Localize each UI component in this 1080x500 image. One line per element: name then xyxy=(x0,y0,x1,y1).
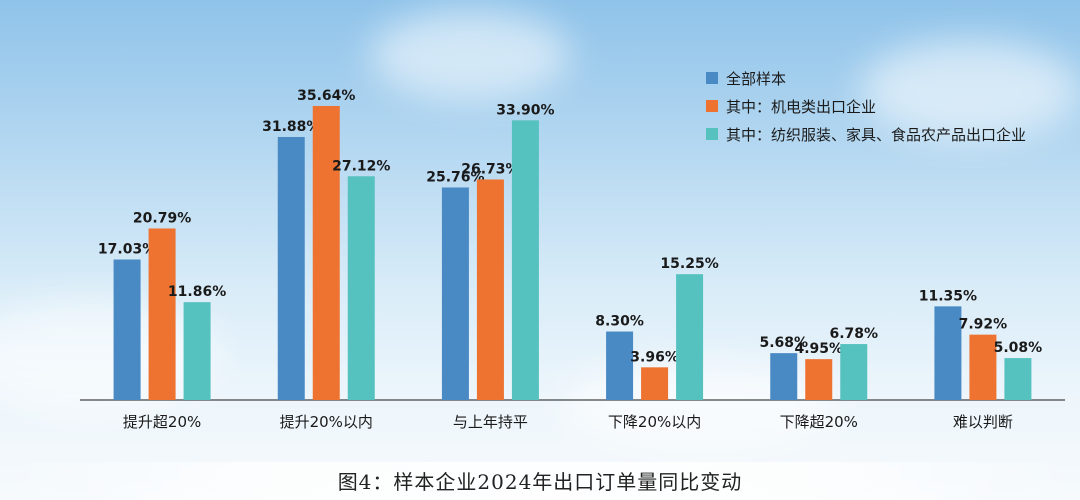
bar-all-4 xyxy=(770,353,798,400)
bar-textile-5 xyxy=(1004,358,1032,400)
legend-label-textile: 其中：纺织服装、家具、食品农产品出口企业 xyxy=(726,125,1027,144)
x-tick-label-1: 提升20%以内 xyxy=(280,413,373,431)
data-label-all-1: 31.88% xyxy=(262,119,320,135)
data-label-electro-0: 20.79% xyxy=(133,210,191,226)
data-label-all-4: 5.68% xyxy=(759,335,808,351)
data-label-all-0: 17.03% xyxy=(98,242,156,258)
bar-all-1 xyxy=(277,136,305,401)
bar-electro-1 xyxy=(312,105,340,400)
bar-electro-0 xyxy=(148,228,176,400)
data-label-textile-2: 33.90% xyxy=(496,102,554,118)
legend-label-all: 全部样本 xyxy=(726,69,787,88)
bar-textile-1 xyxy=(347,176,375,400)
x-tick-label-5: 难以判断 xyxy=(953,413,1013,431)
bar-all-3 xyxy=(606,331,634,400)
x-tick-label-4: 下降超20% xyxy=(780,413,858,431)
data-label-textile-1: 27.12% xyxy=(332,158,390,174)
data-label-all-3: 8.30% xyxy=(595,314,644,330)
bar-all-5 xyxy=(934,306,962,400)
x-tick-label-2: 与上年持平 xyxy=(453,413,528,431)
chart-legend: 全部样本 其中：机电类出口企业 其中：纺织服装、家具、食品农产品出口企业 xyxy=(706,66,1026,150)
bar-all-2 xyxy=(441,187,469,400)
x-tick-label-0: 提升超20% xyxy=(123,413,201,431)
data-label-electro-2: 26.73% xyxy=(461,161,519,177)
x-tick-label-3: 下降20%以内 xyxy=(608,413,701,431)
cloud-decoration xyxy=(860,40,1080,140)
bar-electro-3 xyxy=(641,367,669,400)
bar-all-0 xyxy=(113,259,141,400)
data-label-all-5: 11.35% xyxy=(919,288,977,304)
cloud-decoration xyxy=(0,300,220,410)
legend-item-textile: 其中：纺织服装、家具、食品农产品出口企业 xyxy=(706,122,1026,146)
data-label-textile-5: 5.08% xyxy=(994,340,1043,356)
data-label-electro-4: 4.95% xyxy=(794,341,843,357)
data-label-electro-1: 35.64% xyxy=(297,88,355,104)
data-label-electro-3: 3.96% xyxy=(630,349,679,365)
bar-electro-4 xyxy=(805,359,833,400)
legend-item-electro: 其中：机电类出口企业 xyxy=(706,94,1026,118)
bar-textile-0 xyxy=(183,302,211,400)
bar-electro-2 xyxy=(476,179,504,400)
legend-item-all: 全部样本 xyxy=(706,66,1026,90)
figure-caption: 图4：样本企业2024年出口订单量同比变动 xyxy=(337,470,743,494)
data-label-textile-3: 15.25% xyxy=(660,256,718,272)
data-label-textile-0: 11.86% xyxy=(168,284,226,300)
bar-textile-4 xyxy=(840,344,868,400)
data-label-textile-4: 6.78% xyxy=(829,326,878,342)
cloud-decoration xyxy=(370,10,570,100)
legend-swatch-textile xyxy=(706,128,718,140)
caption-band xyxy=(0,462,1080,500)
bar-chart: 17.03% 20.79% 11.86% 提升超20% 31.88% 35.64% 27.1… xyxy=(80,88,1065,431)
legend-label-electro: 其中：机电类出口企业 xyxy=(726,97,877,116)
bar-textile-3 xyxy=(676,274,704,400)
legend-swatch-electro xyxy=(706,100,718,112)
data-label-all-2: 25.76% xyxy=(426,169,484,185)
legend-swatch-all xyxy=(706,72,718,84)
bar-textile-2 xyxy=(511,120,539,400)
data-label-electro-5: 7.92% xyxy=(959,317,1008,333)
bar-electro-5 xyxy=(969,334,997,400)
